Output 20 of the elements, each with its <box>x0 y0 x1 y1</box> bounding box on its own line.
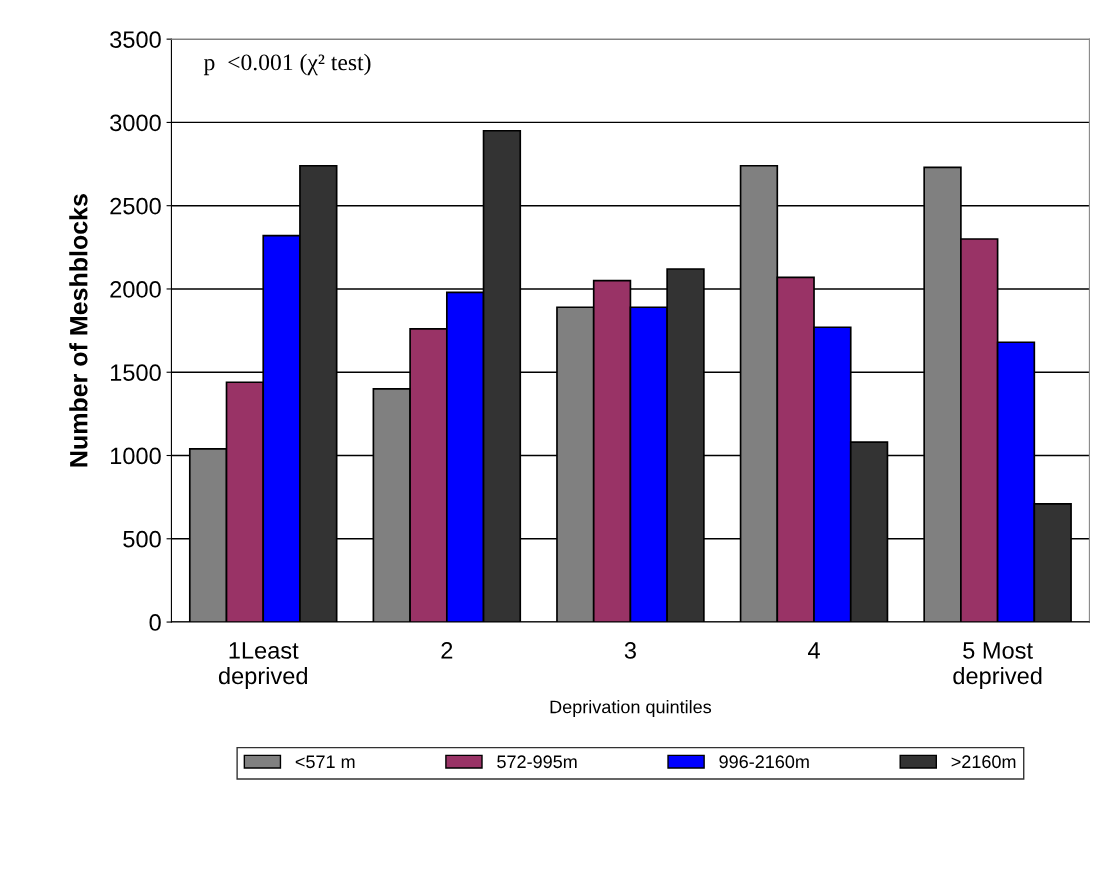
legend-label: >2160m <box>951 755 1016 769</box>
y-tick-label: 2000 <box>110 281 161 298</box>
x-tick-label: 5 Most deprived <box>953 642 1042 689</box>
x-tick-label: 3 <box>624 642 636 659</box>
y-tick-label: 1000 <box>110 447 161 465</box>
x-tick-label: 4 <box>807 642 820 659</box>
x-tick-label: 2 <box>441 642 453 659</box>
legend-label: 996-2160m <box>719 755 809 769</box>
legend-label: 572-995m <box>497 755 577 769</box>
annotation: p <0.001 (χ² test) <box>203 53 371 76</box>
y-tick-label: 0 <box>149 614 161 631</box>
x-tick-label: 1Least deprived <box>218 642 307 689</box>
y-tick-label: 500 <box>123 530 161 548</box>
x-axis-title: Deprivation quintiles <box>550 700 712 717</box>
y-tick-label: 1500 <box>110 364 161 382</box>
y-tick-label: 3000 <box>110 114 161 132</box>
y-tick-label: 2500 <box>110 197 161 215</box>
y-axis-title: Number of Meshblocks <box>69 194 88 467</box>
y-tick-label: 3500 <box>110 31 161 48</box>
legend-label: <571 m <box>295 755 355 769</box>
